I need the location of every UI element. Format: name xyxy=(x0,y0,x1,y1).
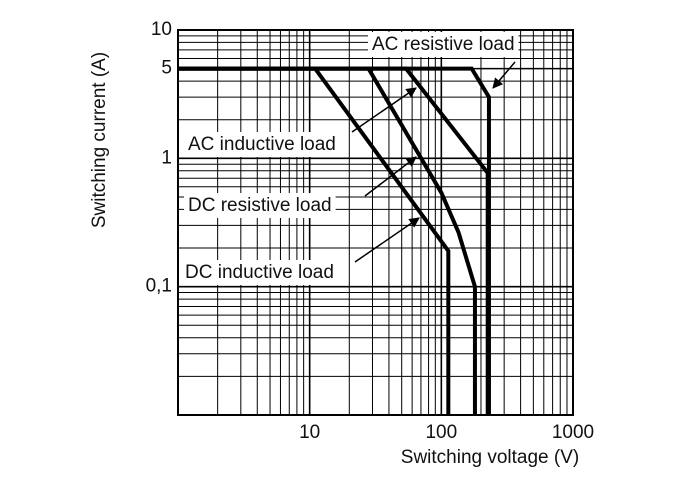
label-background xyxy=(368,32,519,58)
y-tick-label: 10 xyxy=(151,19,172,40)
y-tick-label: 5 xyxy=(161,58,172,79)
series-label: AC inductive load xyxy=(188,134,336,155)
series-label: DC resistive load xyxy=(188,195,332,216)
y-axis-title: Switching current (A) xyxy=(89,52,110,228)
x-axis-title: Switching voltage (V) xyxy=(401,447,579,468)
label-arrow xyxy=(351,87,417,133)
x-tick-label: 1000 xyxy=(552,422,594,443)
label-background xyxy=(181,260,338,286)
label-arrow xyxy=(354,217,420,263)
plot-frame xyxy=(177,29,574,416)
x-tick-label: 100 xyxy=(425,422,457,443)
series-label: DC inductive load xyxy=(185,262,334,283)
x-tick-label: 10 xyxy=(299,422,320,443)
y-tick-label: 1 xyxy=(161,147,172,168)
label-arrow xyxy=(492,61,516,89)
grid xyxy=(178,29,574,415)
series-label: AC resistive load xyxy=(372,34,515,55)
series-line xyxy=(178,66,451,415)
y-tick-label: 0,1 xyxy=(146,276,172,297)
label-background xyxy=(184,193,336,219)
label-background xyxy=(184,132,340,158)
label-arrow xyxy=(364,156,417,197)
series-line xyxy=(178,66,477,415)
